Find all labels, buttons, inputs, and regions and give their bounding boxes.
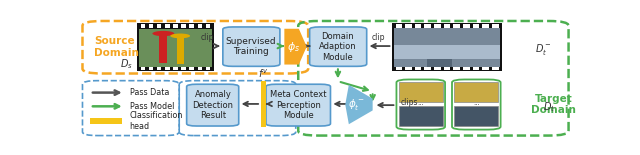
Bar (444, 66, 451, 70)
Bar (473, 66, 479, 70)
Text: Anomaly
Detection
Result: Anomaly Detection Result (193, 90, 234, 120)
Bar (483, 24, 489, 28)
Text: $D_t^-$: $D_t^-$ (536, 42, 552, 57)
Bar (396, 24, 402, 28)
Bar (141, 24, 145, 28)
Bar (198, 66, 202, 70)
Bar (392, 23, 502, 71)
Text: Target
Domain: Target Domain (531, 94, 576, 115)
Bar (394, 45, 500, 59)
Bar (428, 59, 452, 67)
Bar (90, 118, 122, 124)
Circle shape (152, 31, 174, 36)
Bar (396, 66, 402, 70)
Bar (165, 24, 170, 28)
Text: ···: ··· (417, 103, 424, 108)
Bar (492, 66, 499, 70)
FancyBboxPatch shape (187, 84, 239, 126)
Text: $f^v$: $f^v$ (258, 68, 268, 80)
Bar (453, 24, 460, 28)
Bar (463, 66, 470, 70)
Bar (189, 24, 194, 28)
Polygon shape (159, 34, 167, 63)
Text: Source
Domain: Source Domain (94, 36, 139, 58)
FancyBboxPatch shape (223, 27, 280, 66)
Text: clip: clip (372, 33, 385, 42)
Bar (157, 66, 161, 70)
Bar (473, 24, 479, 28)
Bar (173, 66, 178, 70)
Bar (165, 66, 170, 70)
Bar (206, 24, 211, 28)
Bar (157, 24, 161, 28)
Circle shape (170, 33, 190, 38)
Bar (139, 29, 212, 67)
Bar (139, 30, 212, 64)
Bar (454, 106, 498, 126)
Bar (206, 66, 211, 70)
Polygon shape (177, 36, 184, 64)
Text: Domain
Adaption
Module: Domain Adaption Module (319, 32, 356, 62)
Bar (483, 66, 489, 70)
Bar (198, 24, 202, 28)
Bar (394, 28, 500, 67)
Text: Classification
head: Classification head (129, 111, 183, 131)
Bar (137, 23, 214, 71)
Text: Pass Model: Pass Model (129, 102, 174, 111)
Bar (261, 81, 266, 127)
Text: Meta Context
Perception
Module: Meta Context Perception Module (270, 90, 326, 120)
Bar (415, 66, 421, 70)
Bar (434, 66, 441, 70)
Bar (181, 66, 186, 70)
Polygon shape (284, 29, 307, 64)
Bar (173, 24, 178, 28)
Bar (405, 66, 412, 70)
Text: $D_t$: $D_t$ (543, 100, 555, 114)
Bar (424, 24, 431, 28)
Bar (405, 24, 412, 28)
FancyBboxPatch shape (266, 84, 330, 126)
Bar (181, 24, 186, 28)
Bar (394, 30, 500, 64)
Bar (415, 24, 421, 28)
Bar (141, 66, 145, 70)
Text: ···: ··· (473, 103, 479, 108)
Bar (492, 24, 499, 28)
Polygon shape (345, 85, 372, 124)
Text: $\phi_s$: $\phi_s$ (287, 40, 300, 54)
Bar (399, 82, 443, 102)
Bar (399, 106, 443, 126)
Text: Supervised
Training: Supervised Training (226, 37, 276, 56)
Bar (189, 66, 194, 70)
Bar (463, 24, 470, 28)
Bar (148, 66, 154, 70)
Bar (454, 82, 498, 102)
Bar (434, 24, 441, 28)
Bar (444, 24, 451, 28)
Text: Pass Data: Pass Data (129, 88, 169, 97)
Text: $\phi_t^-$: $\phi_t^-$ (348, 97, 364, 112)
Bar (453, 66, 460, 70)
Bar (424, 66, 431, 70)
Bar (148, 24, 154, 28)
Text: $D_s$: $D_s$ (120, 58, 132, 71)
Text: clip: clip (200, 33, 214, 42)
Text: clips: clips (401, 98, 419, 107)
FancyBboxPatch shape (310, 27, 367, 66)
